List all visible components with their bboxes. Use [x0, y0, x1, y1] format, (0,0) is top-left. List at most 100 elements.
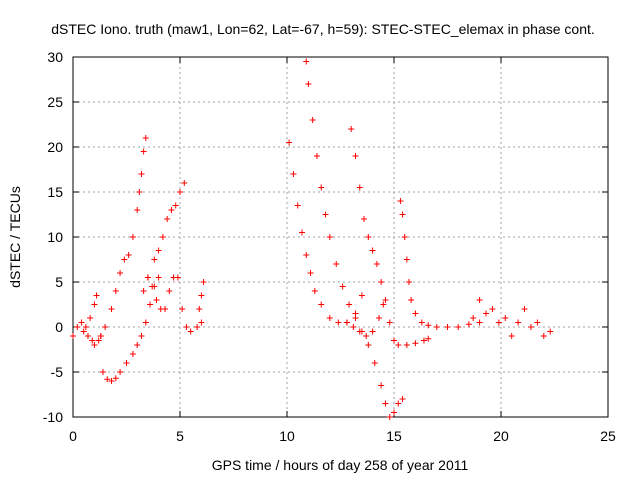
data-point: [382, 400, 389, 407]
y-tick-label: -10: [43, 409, 63, 425]
data-points: [70, 58, 554, 420]
data-point: [378, 279, 385, 285]
data-point: [395, 400, 402, 407]
data-point: [350, 324, 357, 330]
data-point: [108, 378, 115, 384]
data-point: [521, 306, 528, 312]
data-point: [363, 333, 370, 339]
data-point: [307, 270, 314, 276]
data-point: [84, 333, 91, 339]
data-point: [386, 319, 393, 326]
data-point: [326, 315, 333, 321]
data-point: [112, 375, 119, 382]
data-point: [391, 409, 397, 416]
data-point: [335, 319, 342, 326]
data-point: [174, 274, 181, 281]
data-point: [117, 369, 124, 375]
data-point: [200, 279, 207, 285]
data-point: [361, 216, 368, 222]
data-point: [397, 198, 404, 204]
data-point: [386, 414, 393, 420]
data-point: [476, 297, 483, 303]
data-point: [547, 328, 554, 335]
data-point: [412, 310, 419, 317]
data-point: [179, 306, 186, 312]
data-point: [151, 256, 158, 263]
data-point: [371, 360, 378, 366]
data-point: [425, 335, 432, 342]
data-point: [502, 315, 509, 321]
data-point: [121, 256, 128, 263]
x-tick-label: 0: [69, 428, 77, 444]
data-point: [153, 297, 160, 303]
data-point: [483, 310, 490, 317]
data-point: [102, 324, 109, 330]
data-point: [97, 333, 104, 339]
data-point: [380, 301, 387, 308]
data-point: [346, 301, 353, 308]
data-point: [356, 184, 363, 191]
data-point: [470, 315, 477, 321]
data-point: [123, 360, 130, 366]
data-point: [140, 148, 147, 155]
data-point: [172, 202, 179, 209]
data-point: [318, 301, 325, 308]
x-tick-label: 20: [493, 428, 509, 444]
data-point: [155, 274, 162, 281]
y-tick-label: 0: [55, 319, 63, 335]
chart-title: dSTEC Iono. truth (maw1, Lon=62, Lat=-67…: [51, 21, 595, 37]
y-axis-label: dSTEC / TECUs: [7, 186, 23, 288]
data-point: [369, 328, 376, 335]
data-point: [290, 171, 297, 177]
x-tick-label: 15: [386, 428, 402, 444]
data-point: [313, 153, 320, 159]
data-point: [112, 288, 119, 294]
data-point: [74, 324, 81, 330]
data-point: [70, 333, 76, 339]
y-tick-label: 15: [47, 184, 63, 200]
data-point: [425, 322, 432, 329]
data-point: [309, 117, 316, 123]
data-point: [322, 211, 329, 218]
data-point: [444, 324, 451, 330]
data-point: [373, 261, 380, 267]
data-point: [117, 270, 124, 276]
data-point: [93, 292, 100, 299]
data-point: [405, 279, 412, 285]
data-point: [399, 396, 406, 402]
data-point: [352, 315, 359, 321]
data-point: [87, 315, 94, 321]
data-point: [155, 247, 162, 254]
data-point: [166, 288, 173, 294]
data-point: [159, 234, 166, 240]
data-point: [198, 292, 205, 299]
data-point: [303, 58, 310, 65]
data-point: [369, 247, 376, 254]
data-point: [108, 306, 115, 312]
data-point: [89, 337, 96, 344]
data-point: [401, 234, 408, 240]
data-point: [125, 252, 132, 258]
data-point: [391, 337, 397, 344]
data-point: [489, 306, 496, 312]
data-point: [91, 342, 98, 348]
data-point: [164, 216, 171, 222]
data-point: [136, 189, 143, 195]
data-point: [412, 340, 419, 347]
data-point: [311, 288, 318, 294]
data-point: [408, 297, 415, 303]
data-point: [420, 337, 427, 344]
data-point: [326, 234, 333, 240]
data-point: [508, 333, 515, 339]
data-point: [356, 328, 363, 335]
data-point: [298, 229, 305, 236]
data-point: [286, 139, 293, 146]
data-point: [147, 301, 154, 308]
x-tick-label: 5: [176, 428, 184, 444]
y-tick-label: -5: [51, 364, 64, 380]
data-point: [339, 283, 346, 290]
y-tick-labels: -10 -5 0 5 10 15 20 25 30: [43, 49, 63, 425]
y-tick-label: 30: [47, 49, 63, 65]
data-point: [95, 337, 102, 344]
